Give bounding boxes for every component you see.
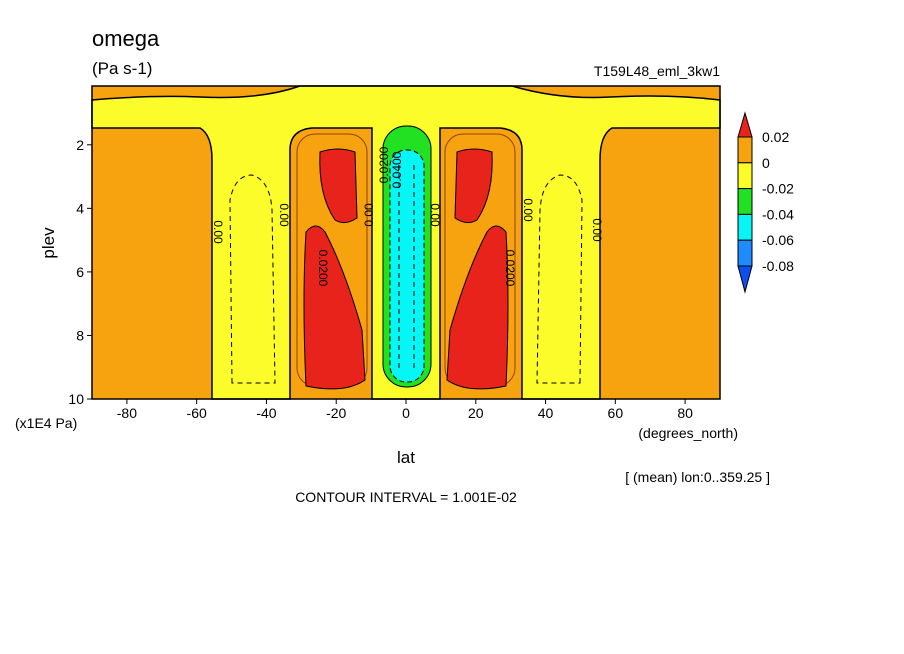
y-axis-units: (x1E4 Pa) <box>15 415 77 431</box>
region <box>446 225 509 390</box>
colorbar-triangle <box>737 265 753 294</box>
colorbar-box <box>737 136 753 164</box>
region <box>319 148 358 224</box>
x-tick-label: -20 <box>326 405 346 421</box>
x-tick-label: -60 <box>187 405 207 421</box>
contour-line <box>536 174 583 384</box>
y-tick-label: 10 <box>68 391 84 407</box>
colorbar-box <box>737 239 753 267</box>
run-label: T159L48_eml_3kw1 <box>594 63 720 79</box>
contour-label: 0.00 <box>362 203 376 227</box>
colorbar-label: 0 <box>762 155 770 171</box>
units: (Pa s-1) <box>92 59 152 78</box>
contour-label: 0.00 <box>521 198 535 222</box>
x-tick-label: 60 <box>608 405 624 421</box>
x-tick-label: 40 <box>538 405 554 421</box>
y-tick-label: 2 <box>76 137 84 153</box>
contour-label: 0.0200 <box>377 146 391 183</box>
x-axis-label: lat <box>397 448 415 467</box>
region <box>454 148 493 224</box>
contour-label: 0.0200 <box>316 250 330 287</box>
colorbar-box <box>737 188 753 215</box>
y-tick-label: 4 <box>76 200 84 216</box>
contour-interval: CONTOUR INTERVAL = 1.001E-02 <box>295 489 517 505</box>
colorbar-box <box>737 162 753 190</box>
contour-label: 0.00 <box>277 203 291 227</box>
contour-label: 0.00 <box>428 203 442 227</box>
contour-label: 0.0400 <box>390 151 404 188</box>
colorbar-label: -0.08 <box>762 258 794 274</box>
colorbar-label: -0.04 <box>762 206 794 222</box>
y-tick-label: 8 <box>76 327 84 343</box>
footnote: [ (mean) lon:0..359.25 ] <box>625 469 770 485</box>
region <box>303 225 366 390</box>
contour-label: 0.00 <box>590 218 604 242</box>
contour-line <box>229 174 276 384</box>
contour-field: 0.00 0.00 0.0200 0.00 0.0200 0.0400 0.00… <box>91 85 721 400</box>
contour-label: 0.0200 <box>503 250 517 287</box>
colorbar-label: -0.02 <box>762 181 794 197</box>
x-tick-label: -80 <box>117 405 137 421</box>
x-tick-label: -40 <box>256 405 276 421</box>
x-tick-label: 80 <box>677 405 693 421</box>
chart-title: omega <box>92 26 160 51</box>
x-tick-label: 0 <box>402 405 410 421</box>
y-axis-label: plev <box>39 227 58 259</box>
region <box>389 149 425 383</box>
colorbar-triangle <box>737 111 753 138</box>
y-tick-label: 6 <box>76 264 84 280</box>
colorbar-box <box>737 213 753 241</box>
colorbar-label: -0.06 <box>762 232 794 248</box>
contour-label: 0.00 <box>211 220 225 244</box>
colorbar-label: 0.02 <box>762 129 789 145</box>
x-axis-units: (degrees_north) <box>638 425 738 441</box>
x-tick-label: 20 <box>468 405 484 421</box>
